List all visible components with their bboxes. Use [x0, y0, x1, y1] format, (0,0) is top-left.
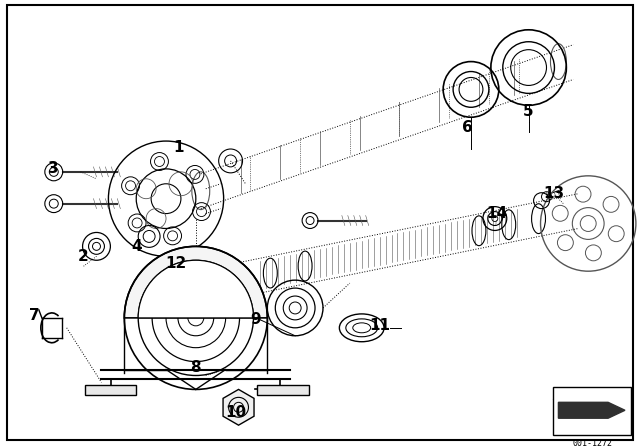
Text: 2: 2	[78, 249, 89, 264]
Text: 13: 13	[543, 186, 564, 201]
Text: 9: 9	[250, 312, 260, 327]
Text: 4: 4	[131, 239, 141, 254]
Bar	[84, 385, 136, 396]
Text: 6: 6	[461, 120, 472, 135]
Text: 8: 8	[191, 360, 201, 375]
Bar	[257, 385, 309, 396]
Text: 11: 11	[369, 319, 390, 333]
Text: 1: 1	[173, 139, 184, 155]
Wedge shape	[124, 246, 268, 318]
Text: 10: 10	[225, 405, 246, 420]
Wedge shape	[138, 260, 253, 318]
Text: 5: 5	[524, 104, 534, 119]
Text: 14: 14	[486, 206, 508, 221]
Text: 7: 7	[29, 308, 39, 323]
Text: 3: 3	[49, 161, 59, 177]
Text: 001-1272: 001-1272	[572, 439, 612, 448]
Polygon shape	[559, 402, 625, 418]
Text: 12: 12	[165, 256, 187, 271]
Bar	[554, 388, 631, 435]
